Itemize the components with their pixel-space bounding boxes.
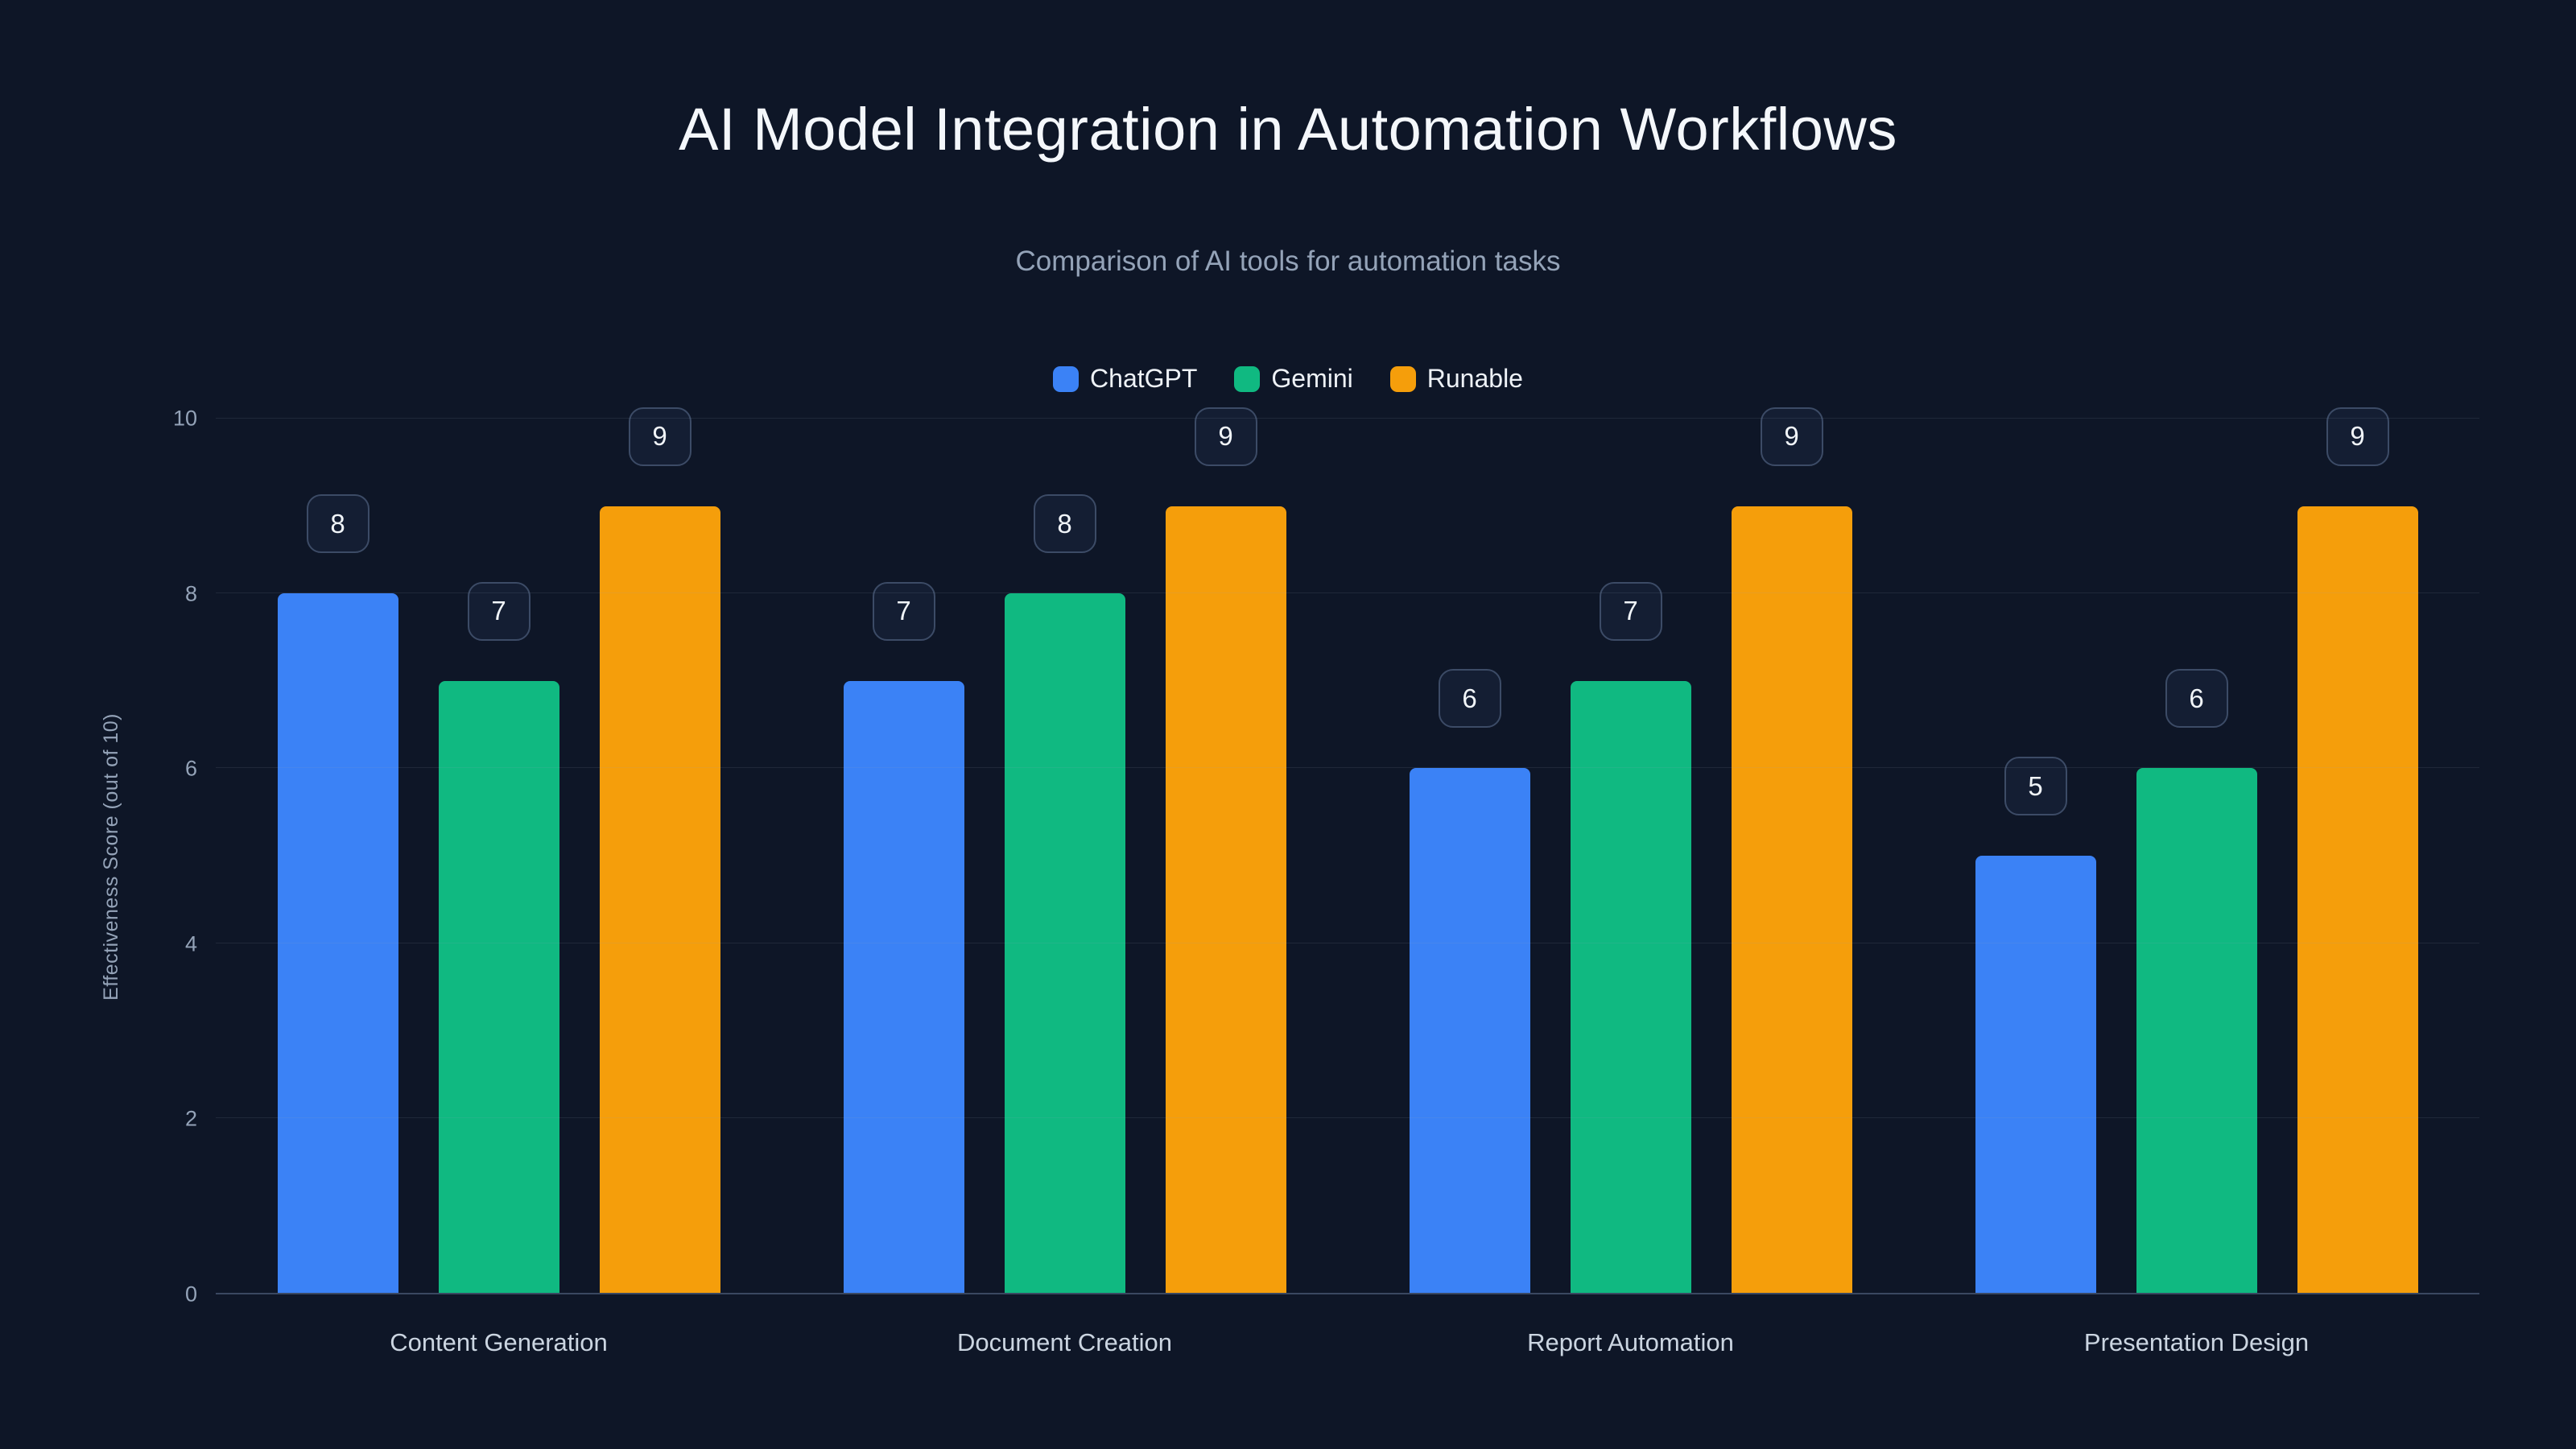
- legend-label-gemini: Gemini: [1271, 364, 1353, 393]
- legend-item-runable[interactable]: Runable: [1389, 364, 1523, 394]
- value-label-gemini-presentation-design: 6: [2165, 669, 2228, 729]
- legend-swatch-gemini: [1234, 365, 1261, 392]
- y-tick-label-2: 2: [184, 1106, 197, 1131]
- bar-runable-report-automation[interactable]: 9: [1731, 407, 1852, 1293]
- bar-groups: 8 7 9 7 8 9 6 7 9 5 6 9: [216, 407, 2479, 1293]
- value-label-runable-report-automation: 9: [1760, 407, 1823, 466]
- value-label-gemini-document-creation: 8: [1033, 494, 1096, 554]
- y-tick-label-10: 10: [172, 406, 197, 431]
- y-axis-ticks: 0 2 4 6 8 10: [0, 407, 197, 1307]
- legend-label-chatgpt: ChatGPT: [1090, 364, 1198, 393]
- category-label-presentation-design: Presentation Design: [2083, 1328, 2310, 1356]
- value-label-chatgpt-content-generation: 8: [306, 494, 369, 554]
- bar-gemini-content-generation[interactable]: 7: [438, 581, 559, 1293]
- bar-group-content-generation: 8 7 9: [216, 407, 782, 1293]
- x-axis-category-labels: Content Generation Document Creation Repor…: [216, 1294, 2479, 1357]
- category-label-content-generation: Content Generation: [390, 1328, 608, 1356]
- chart-subtitle: Comparison of AI tools for automation ta…: [1015, 246, 1561, 277]
- bar-chatgpt-report-automation[interactable]: 6: [1409, 669, 1530, 1293]
- bar-chatgpt-presentation-design[interactable]: 5: [1975, 757, 2096, 1293]
- legend-swatch-chatgpt: [1053, 365, 1080, 392]
- legend-item-chatgpt[interactable]: ChatGPT: [1053, 364, 1197, 394]
- y-tick-label-0: 0: [184, 1282, 197, 1307]
- legend-item-gemini[interactable]: Gemini: [1234, 364, 1353, 394]
- legend-label-runable: Runable: [1426, 364, 1523, 393]
- y-tick-label-8: 8: [184, 581, 197, 606]
- bar-chatgpt-content-generation[interactable]: 8: [277, 494, 398, 1293]
- legend-swatch-runable: [1389, 365, 1416, 392]
- value-label-runable-content-generation: 9: [628, 407, 691, 466]
- bar-group-presentation-design: 5 6 9: [1913, 407, 2479, 1293]
- bar-runable-content-generation[interactable]: 9: [599, 407, 720, 1293]
- bar-gemini-presentation-design[interactable]: 6: [2136, 669, 2257, 1293]
- value-label-gemini-report-automation: 7: [1599, 581, 1662, 641]
- y-tick-label-6: 6: [184, 756, 197, 781]
- bar-runable-presentation-design[interactable]: 9: [2297, 407, 2418, 1293]
- value-label-chatgpt-presentation-design: 5: [2004, 757, 2067, 815]
- value-label-chatgpt-report-automation: 6: [1438, 669, 1501, 729]
- plot-area: 8 7 9 7 8 9 6 7 9 5 6 9: [216, 407, 2479, 1294]
- category-label-report-automation: Report Automation: [1527, 1328, 1734, 1356]
- bar-gemini-report-automation[interactable]: 7: [1570, 581, 1691, 1293]
- value-label-chatgpt-document-creation: 7: [872, 581, 935, 641]
- value-label-runable-presentation-design: 9: [2326, 407, 2389, 466]
- value-label-gemini-content-generation: 7: [467, 581, 530, 641]
- y-tick-label-4: 4: [184, 931, 197, 956]
- chart-title: AI Model Integration in Automation Workf…: [679, 96, 1897, 163]
- bar-runable-document-creation[interactable]: 9: [1165, 407, 1286, 1293]
- bar-chatgpt-document-creation[interactable]: 7: [843, 581, 964, 1293]
- bar-gemini-document-creation[interactable]: 8: [1004, 494, 1125, 1293]
- legend: ChatGPT Gemini Runable: [0, 364, 2576, 394]
- category-label-document-creation: Document Creation: [956, 1328, 1173, 1356]
- bar-group-document-creation: 7 8 9: [782, 407, 1348, 1293]
- value-label-runable-document-creation: 9: [1194, 407, 1257, 466]
- bar-group-report-automation: 6 7 9: [1348, 407, 1913, 1293]
